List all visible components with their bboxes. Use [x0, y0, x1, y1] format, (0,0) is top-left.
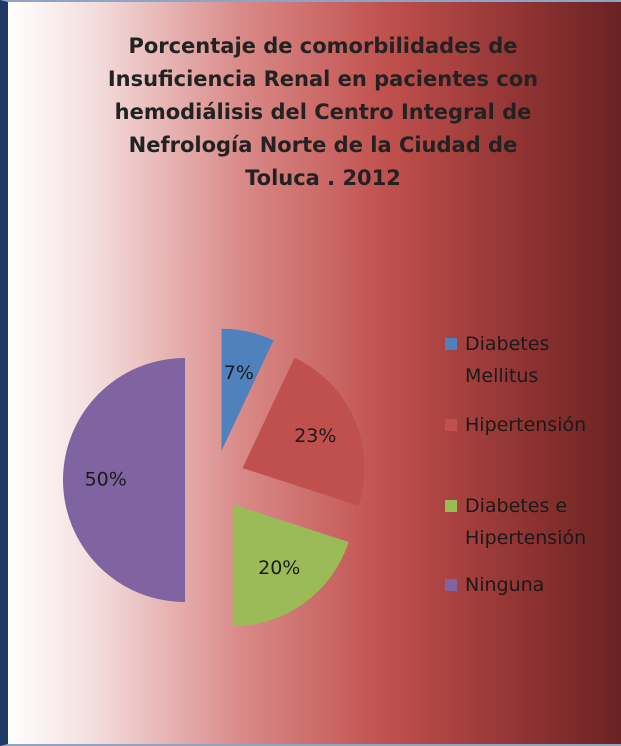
data-label: 23% — [294, 425, 336, 447]
legend-swatch — [445, 579, 457, 591]
pie-slice — [221, 328, 274, 451]
pie-slice — [63, 358, 185, 602]
pie-slice — [242, 357, 365, 506]
legend-label: Diabetes Mellitus — [465, 333, 550, 387]
chart-title: Porcentaje de comorbilidades de Insufici… — [107, 34, 539, 190]
legend-swatch — [445, 338, 457, 350]
legend-label: Hipertensión — [465, 414, 587, 436]
pie-slice — [232, 504, 349, 627]
legend-entry: Diabetes e Hipertensión — [445, 490, 620, 554]
legend-entry: Hipertensión — [445, 409, 620, 441]
data-label: 7% — [224, 362, 254, 384]
legend-swatch — [445, 500, 457, 512]
legend-label: Ninguna — [465, 574, 545, 596]
legend-swatch — [445, 419, 457, 431]
legend-entry: Ninguna — [445, 569, 620, 601]
data-label: 20% — [258, 557, 300, 579]
data-label: 50% — [85, 469, 127, 491]
legend-label: Diabetes e Hipertensión — [465, 495, 587, 549]
legend-entry: Diabetes Mellitus — [445, 328, 620, 392]
plot: 7% 23% 20% 50% — [63, 328, 365, 627]
